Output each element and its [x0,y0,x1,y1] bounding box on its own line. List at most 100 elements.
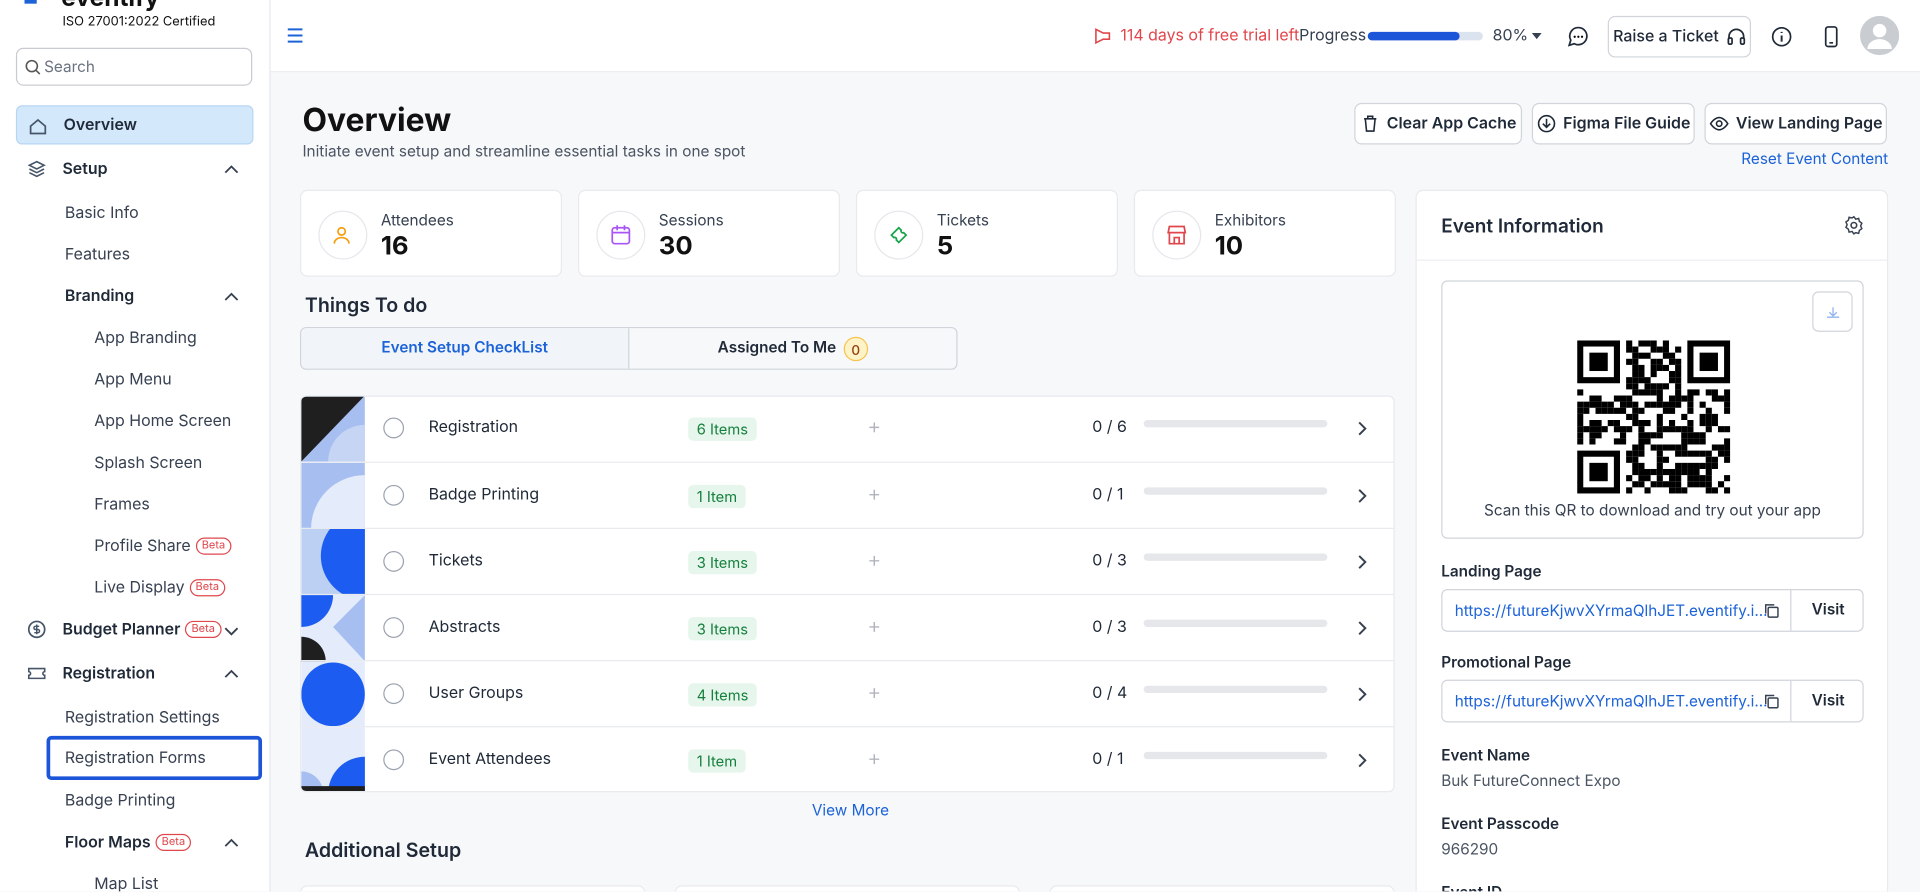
items-pill: 4 Items [688,683,757,707]
check-circle [383,551,405,572]
header-button[interactable]: Figma File Guide [1531,102,1695,145]
stat-value: 10 [1214,231,1244,263]
row-thumbnail [301,462,365,529]
row-progress: 0 / 6 [1092,417,1127,438]
nav-item[interactable]: Profile Share Beta [78,528,253,565]
nav-item[interactable]: Budget Planner Beta [16,610,254,649]
nav-item[interactable]: Basic Info [49,195,253,232]
setup-card [300,885,646,892]
nav-icon [27,160,46,178]
row-progress: 0 / 3 [1092,551,1127,571]
row-progress: 0 / 1 [1092,484,1124,505]
search-box[interactable]: Search [15,47,253,86]
nav-label: Registration [62,663,156,684]
sidebar: eventifyISO 27001:2022 Certified Search Ov… [0,0,271,892]
beta-badge: Beta [155,833,192,852]
stat-label: Attendees [380,211,454,231]
setup-card [1049,885,1395,892]
nav-item[interactable]: Badge Printing [49,782,253,819]
checklist-row[interactable]: Event Attendees 1 Item 0 / 1 [301,726,1394,792]
nav-item[interactable]: Setup [16,149,254,188]
progress-bar [1367,31,1483,41]
checklist-row[interactable]: Registration 6 Items 0 / 6 [301,396,1393,462]
checklist-row[interactable]: Abstracts 3 Items 0 / 3 [301,593,1394,662]
beta-badge: Beta [195,537,232,555]
search-placeholder: Search [44,58,95,78]
button-label: Figma File Guide [1563,113,1691,134]
row-progress: 0 / 1 [1092,749,1124,769]
raise-ticket-button[interactable]: Raise a Ticket [1607,15,1752,58]
stat-label: Tickets [936,211,989,231]
qr-caption: Scan this QR to download and try out you… [1484,502,1821,521]
reset-link[interactable]: Reset Event Content [1741,150,1889,169]
nav-label: Badge Printing [64,791,176,811]
plus-icon [869,422,880,433]
header-button[interactable]: View Landing Page [1704,102,1887,145]
plus-icon [869,754,880,765]
nav-item[interactable]: App Home Screen [78,403,253,440]
button-icon [1709,116,1729,131]
field-label: Event Passcode [1441,815,1560,834]
raise-ticket-label: Raise a Ticket [1613,26,1719,47]
row-chevron [1358,555,1367,569]
tab[interactable]: Event Setup CheckList [301,328,630,369]
nav-label: Live Display [94,577,185,598]
row-name: Abstracts [428,617,501,637]
stat-value: 5 [936,231,954,263]
section-title: Additional Setup [304,837,462,863]
download-button[interactable] [1812,291,1853,332]
visit-button[interactable]: Visit [1790,680,1865,722]
check-circle [383,749,405,771]
nav-item[interactable]: Splash Screen [78,444,253,481]
top-bar: 114 days of free trial left Progress 80% Ra… [270,0,1920,73]
checklist-row[interactable]: Tickets 3 Items 0 / 3 [301,527,1394,596]
checklist: Registration 6 Items 0 / 6 Badge Printing 1 … [300,395,1395,793]
header-button[interactable]: Clear App Cache [1354,102,1523,145]
view-more[interactable]: View More [811,802,890,821]
menu-icon [287,28,303,43]
download-icon [1826,307,1840,318]
nav-item[interactable]: App Branding [78,320,253,357]
nav-item[interactable]: Branding [49,278,253,315]
tab[interactable]: Assigned To Me 0 [629,328,956,368]
visit-button[interactable]: Visit [1790,590,1865,631]
plus-icon [869,688,880,698]
nav-item[interactable]: Registration [16,654,254,693]
nav-item[interactable]: App Menu [78,361,253,398]
items-pill: 1 Item [688,749,746,773]
row-progress: 0 / 4 [1092,683,1128,703]
link-url[interactable]: https://futureKjwvXYrmaQlhJET.eventify.i… [1454,693,1768,712]
nav-label: App Menu [94,369,172,390]
check-circle [383,617,405,638]
checklist-row[interactable]: Badge Printing 1 Item 0 / 1 [301,461,1394,529]
row-name: Tickets [428,551,483,571]
nav-item[interactable]: Map List [78,866,253,891]
nav-icon [29,118,47,135]
headset-icon [1727,28,1745,45]
link-box: https://futureKjwvXYrmaQlhJET.eventify.i… [1441,588,1865,632]
nav-item[interactable]: Features [49,236,253,273]
link-url[interactable]: https://futureKjwvXYrmaQlhJET.eventify.i… [1454,602,1768,621]
nav-label: Budget Planner [62,619,181,640]
field-label: Event ID [1441,884,1502,891]
nav-item[interactable]: Registration Settings [49,699,253,736]
beta-badge: Beta [185,620,222,638]
row-thumbnail [301,595,365,662]
tabs: Event Setup CheckList Assigned To Me 0 [300,326,958,370]
nav-item[interactable]: Registration Forms [46,735,263,781]
stat-card: Attendees 16 [300,189,563,277]
nav-item[interactable]: Overview [15,105,254,145]
copy-icon [1764,694,1779,709]
nav-item[interactable]: Frames [78,486,253,523]
stat-label: Sessions [658,211,724,231]
nav-item[interactable]: Live Display Beta [78,569,253,606]
stat-icon [874,210,924,260]
chevron [224,292,239,301]
link-label: Landing Page [1441,563,1542,582]
nav-label: Frames [94,494,150,515]
stat-value: 30 [658,231,693,263]
nav-item[interactable]: Floor Maps Beta [49,824,253,861]
checklist-row[interactable]: User Groups 4 Items 0 / 4 [301,660,1394,728]
row-chevron [1358,421,1367,436]
